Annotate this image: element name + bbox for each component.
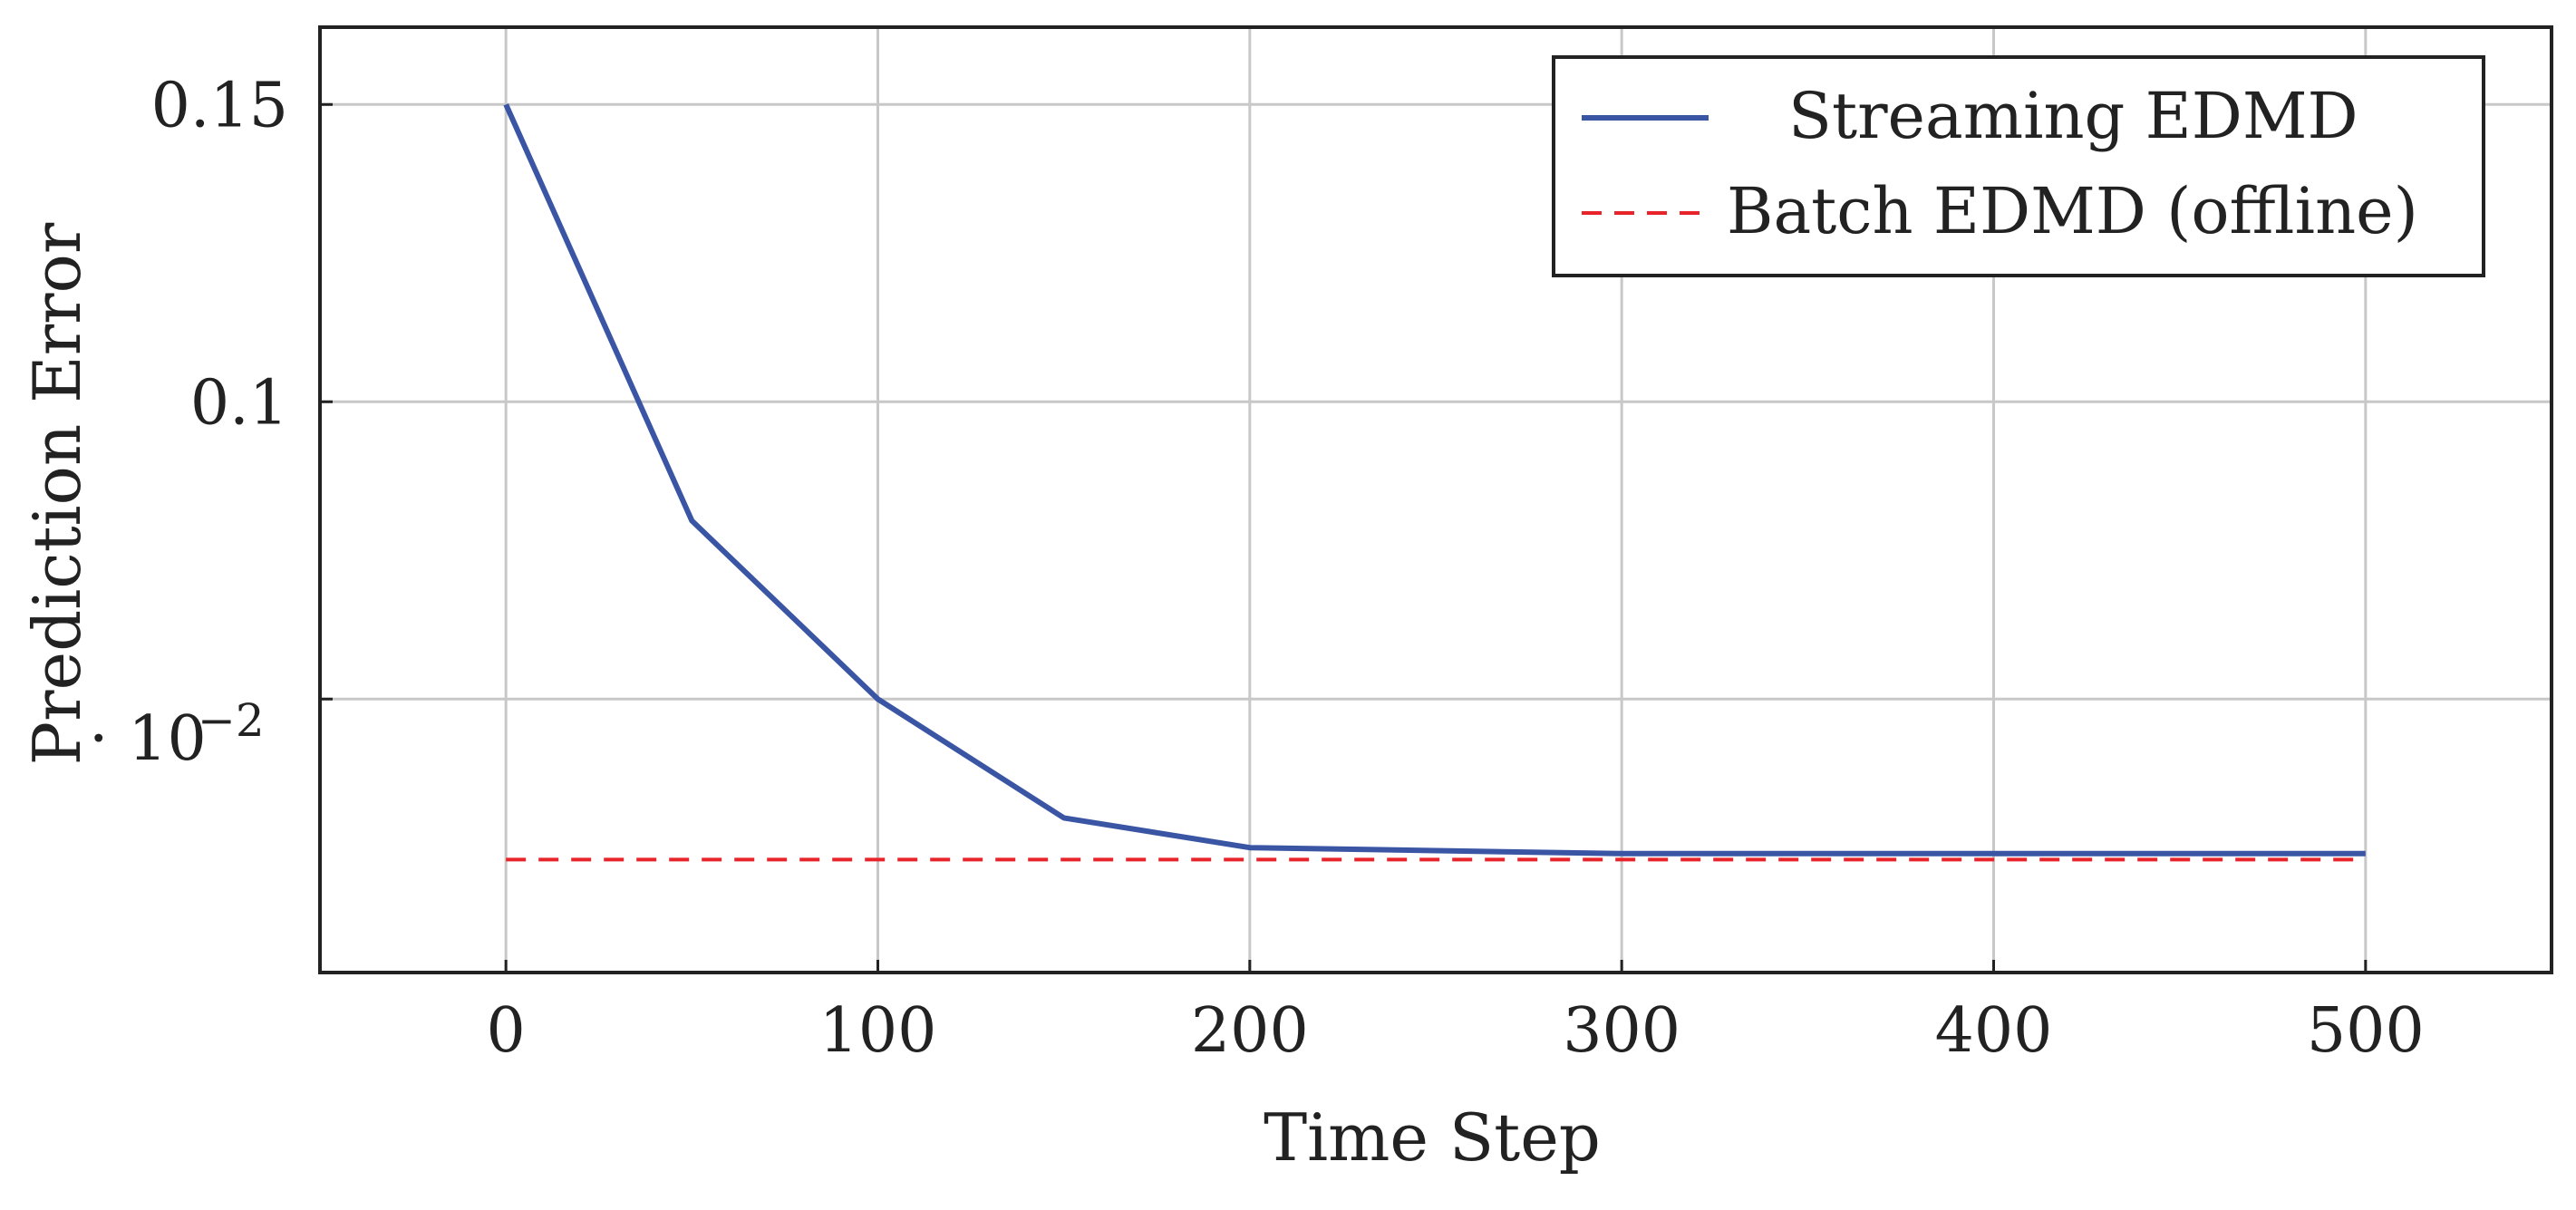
y-scale-label-exponent: −2 xyxy=(198,694,265,747)
legend-label-streaming-edmd: Streaming EDMD xyxy=(1788,79,2358,153)
series-streaming-edmd-line xyxy=(503,103,2366,857)
x-axis-title: Time Step xyxy=(1264,1099,1601,1176)
legend-box xyxy=(1552,55,2485,277)
y-axis-title: Prediction Error xyxy=(19,222,95,765)
plot-frame xyxy=(318,25,2553,974)
x-tick-label: 300 xyxy=(1563,995,1680,1067)
x-tick-label: 0 xyxy=(487,995,526,1067)
x-ticks: 0 100 200 300 400 500 xyxy=(487,960,2425,1067)
y-tick-label: 0.15 xyxy=(151,70,288,141)
series-layer xyxy=(503,103,2366,862)
x-tick-label: 200 xyxy=(1191,995,1309,1067)
y-tick-label: 0.1 xyxy=(190,367,288,439)
x-tick-label: 400 xyxy=(1935,995,2053,1067)
y-scale-label-base: · 10 xyxy=(89,703,207,775)
legend-label-batch-edmd: Batch EDMD (offline) xyxy=(1727,174,2418,248)
y-scale-label: · 10 −2 xyxy=(89,694,265,775)
y-ticks: 0.15 0.1 xyxy=(151,70,333,701)
legend: Streaming EDMD Batch EDMD (offline) xyxy=(1552,55,2485,277)
x-tick-label: 500 xyxy=(2307,995,2425,1067)
x-tick-label: 100 xyxy=(819,995,937,1067)
